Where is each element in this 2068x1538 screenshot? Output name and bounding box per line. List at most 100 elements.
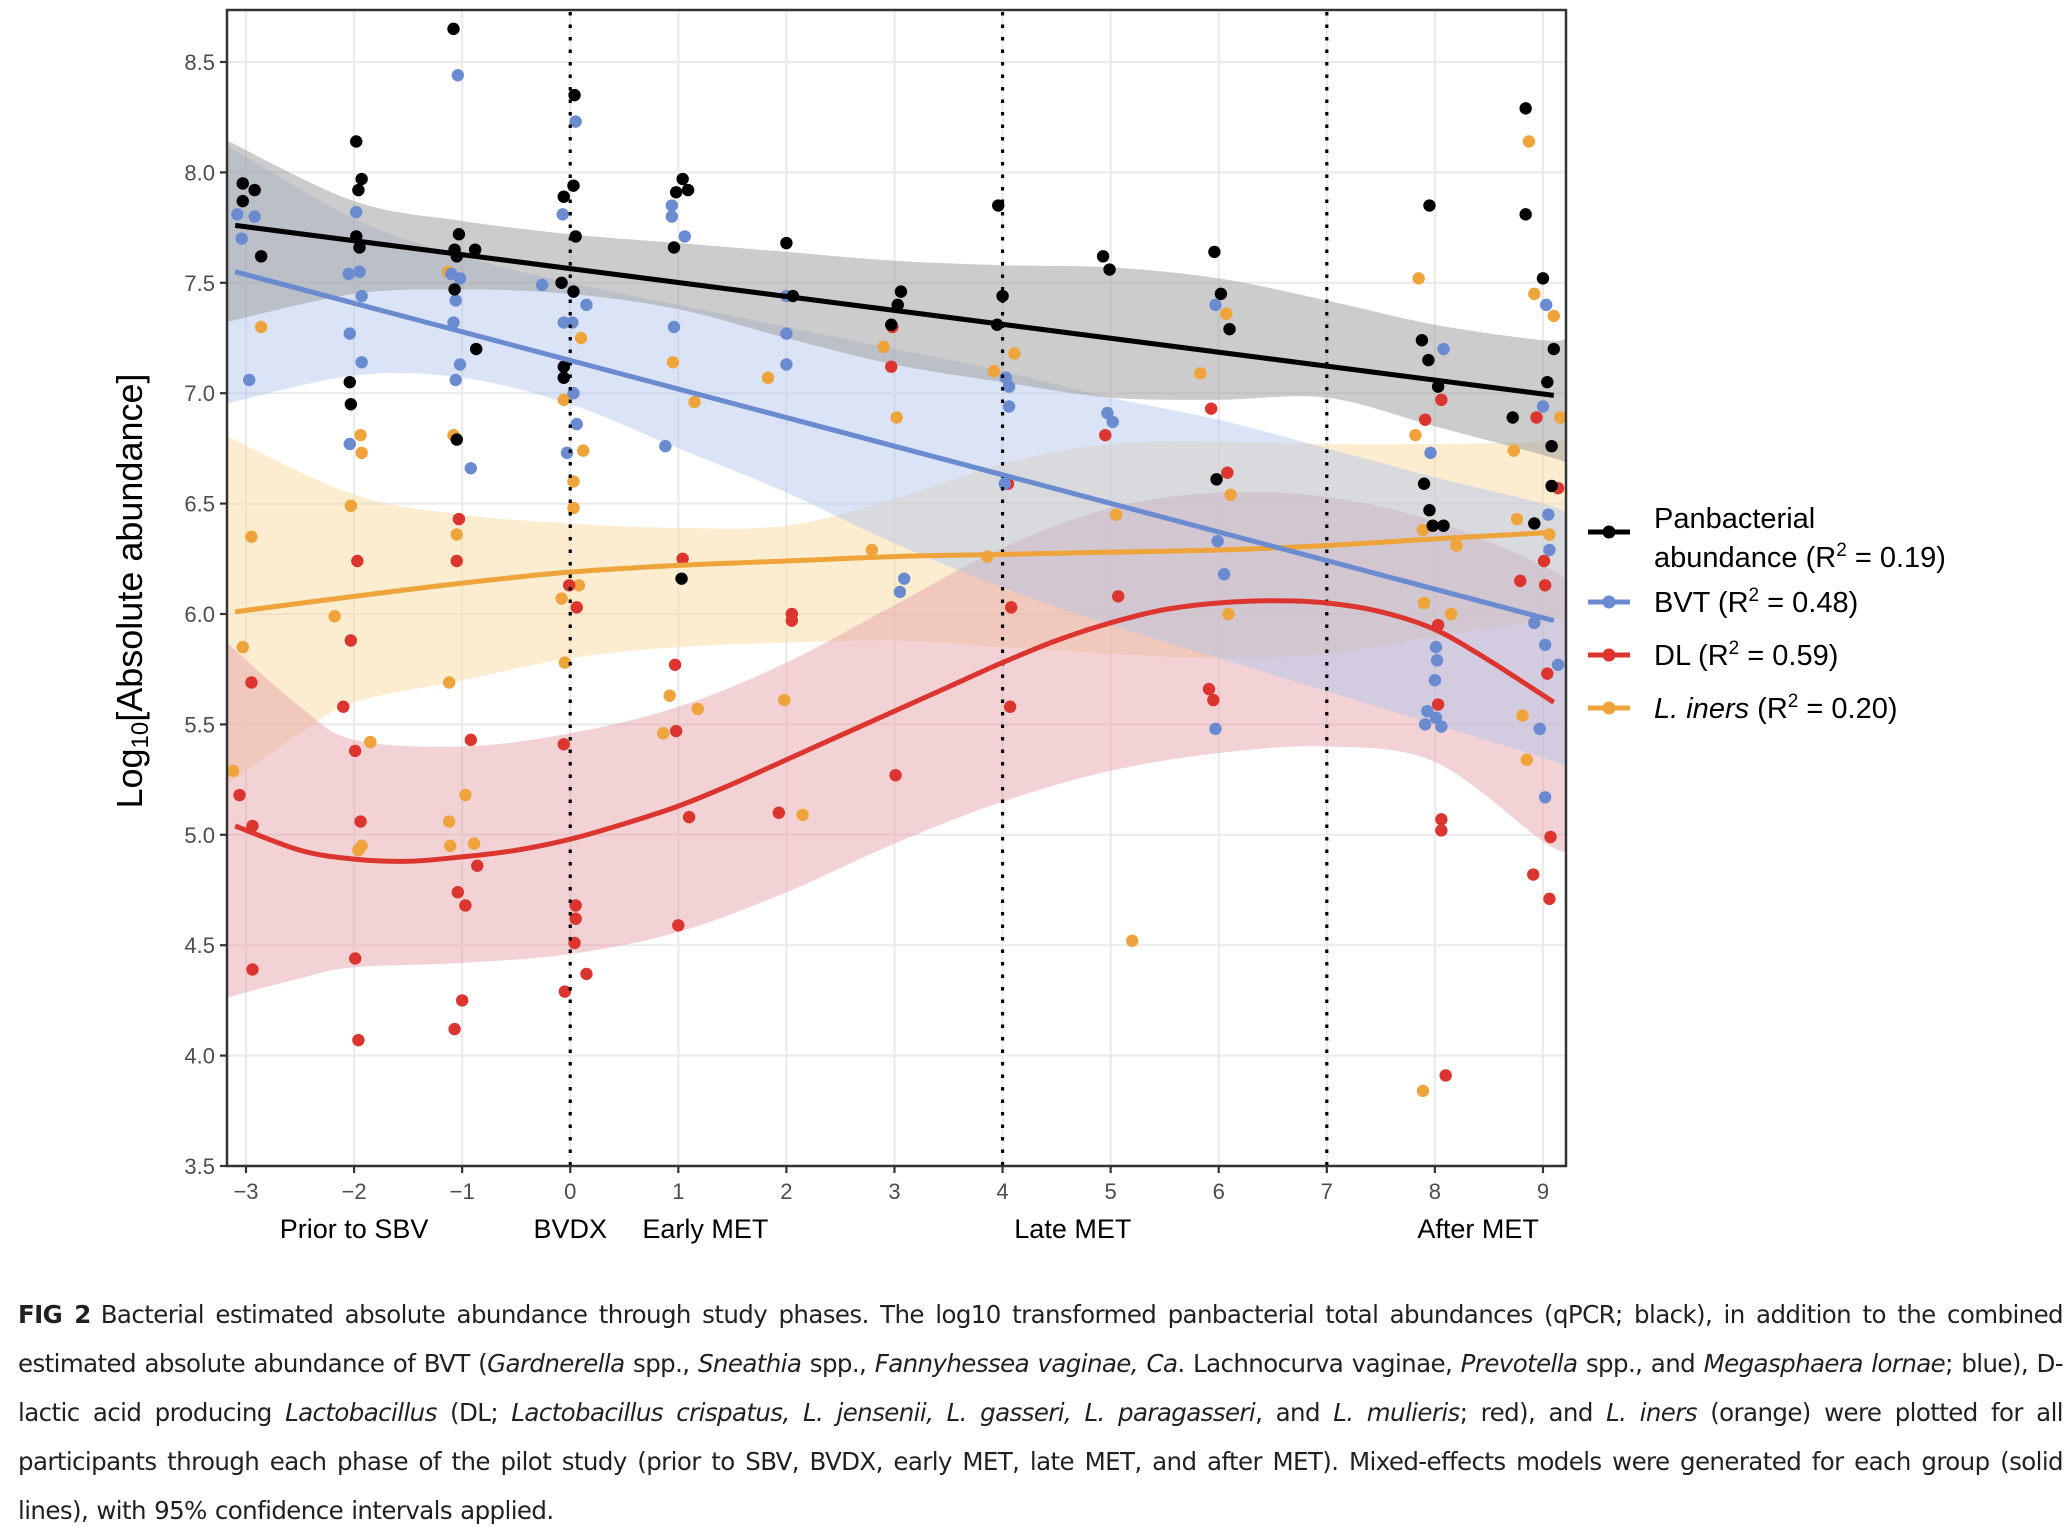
x-tick-label: 2 bbox=[780, 1179, 792, 1204]
phase-label: BVDX bbox=[533, 1214, 607, 1244]
legend-r2-value: = 0.19) bbox=[1847, 542, 1946, 574]
data-point bbox=[1003, 700, 1017, 713]
data-point bbox=[344, 634, 358, 647]
data-point bbox=[452, 512, 466, 526]
data-point bbox=[557, 371, 570, 384]
y-tick-label: 5.5 bbox=[184, 712, 215, 737]
data-point bbox=[691, 702, 704, 716]
data-point bbox=[1096, 250, 1110, 263]
data-point bbox=[246, 963, 259, 976]
y-tick-label: 7.0 bbox=[184, 381, 215, 406]
caption-text-segment: spp., bbox=[624, 1349, 698, 1378]
data-point bbox=[464, 733, 478, 747]
data-point bbox=[243, 373, 256, 387]
data-point bbox=[464, 462, 478, 475]
data-point bbox=[1543, 543, 1556, 557]
data-point bbox=[1444, 607, 1458, 621]
caption-text: Bacterial estimated absolute abundance t… bbox=[18, 1300, 2064, 1525]
data-point bbox=[447, 316, 460, 329]
y-tick-label: 6.5 bbox=[184, 492, 215, 517]
legend-label-rest: (R bbox=[1749, 693, 1788, 725]
data-point bbox=[450, 528, 463, 541]
data-point bbox=[449, 373, 462, 387]
data-point bbox=[1541, 667, 1554, 680]
data-point bbox=[1416, 1084, 1430, 1098]
data-point bbox=[455, 994, 469, 1007]
legend-label-panbacterial-r2: abundance (R2 = 0.19) bbox=[1654, 540, 1946, 574]
x-tick-label: 0 bbox=[564, 1179, 576, 1204]
data-point bbox=[245, 530, 258, 543]
data-point bbox=[1126, 934, 1139, 947]
data-point bbox=[998, 477, 1011, 490]
caption-italic-text: Prevotella bbox=[1460, 1349, 1578, 1378]
data-point bbox=[1507, 444, 1520, 457]
data-point bbox=[778, 693, 791, 707]
data-point bbox=[1510, 512, 1524, 526]
data-point bbox=[1412, 272, 1425, 285]
data-point bbox=[665, 210, 679, 223]
data-point bbox=[1528, 517, 1541, 530]
data-point bbox=[1109, 508, 1123, 521]
phase-boundaries bbox=[568, 12, 1329, 1166]
legend-label-l-iners: L. iners (R2 = 0.20) bbox=[1654, 691, 1898, 725]
figure-caption: FIG 2 Bacterial estimated absolute abunda… bbox=[18, 1290, 2064, 1535]
x-tick-label: 1 bbox=[672, 1179, 684, 1204]
data-point bbox=[1538, 791, 1552, 804]
data-point bbox=[354, 428, 367, 442]
caption-text-segment: Bacterial estimated absolute abundance t… bbox=[18, 1300, 2064, 1378]
data-point bbox=[1528, 616, 1541, 630]
data-points bbox=[227, 22, 1566, 1098]
y-tick-label: 7.5 bbox=[184, 271, 215, 296]
data-point bbox=[1544, 830, 1557, 844]
data-point bbox=[352, 1033, 365, 1047]
data-point bbox=[1430, 654, 1444, 667]
data-point bbox=[352, 183, 365, 197]
data-point bbox=[1202, 682, 1216, 696]
data-point bbox=[659, 439, 672, 453]
caption-text-segment: (orange) were plotted for all participan… bbox=[18, 1398, 2064, 1525]
data-point bbox=[1211, 534, 1224, 548]
x-tick-label: −3 bbox=[233, 1179, 258, 1204]
caption-text-segment: ; red), and bbox=[1459, 1398, 1607, 1427]
data-point bbox=[676, 552, 689, 565]
data-point bbox=[449, 294, 462, 307]
data-point bbox=[227, 764, 240, 777]
data-point bbox=[1103, 263, 1116, 276]
legend-r2-value: = 0.20) bbox=[1798, 693, 1897, 725]
data-point bbox=[557, 738, 570, 751]
data-point bbox=[1519, 102, 1532, 115]
ci-band-l-iners bbox=[227, 436, 1566, 785]
phase-label: Early MET bbox=[642, 1214, 768, 1244]
data-point bbox=[1435, 720, 1448, 733]
data-point bbox=[353, 265, 366, 278]
data-point bbox=[1194, 367, 1207, 380]
data-point bbox=[471, 859, 484, 872]
data-point bbox=[1547, 309, 1560, 323]
caption-text-segment: spp., and bbox=[1577, 1349, 1704, 1378]
data-point bbox=[1519, 208, 1532, 221]
data-point bbox=[1514, 574, 1527, 588]
legend-key bbox=[1588, 595, 1630, 609]
data-point bbox=[562, 579, 576, 592]
data-point bbox=[1416, 523, 1430, 537]
data-point bbox=[245, 676, 258, 689]
data-point bbox=[1435, 393, 1448, 407]
data-point bbox=[248, 210, 261, 223]
fit-line-dl bbox=[234, 598, 1556, 864]
data-point bbox=[459, 788, 472, 802]
data-point bbox=[328, 610, 341, 623]
data-point bbox=[555, 592, 568, 605]
legend: Panbacterial abundance (R2 = 0.19) BVT (R2… bbox=[1588, 503, 1946, 725]
data-point bbox=[665, 199, 679, 212]
data-point bbox=[1214, 287, 1228, 301]
data-point bbox=[1421, 704, 1434, 718]
data-point bbox=[675, 572, 688, 585]
data-point bbox=[574, 331, 588, 345]
x-axis: −3 −2 −1 0 1 2 3 4 5 6 7 8 9 bbox=[233, 1166, 1549, 1204]
data-point bbox=[254, 320, 268, 334]
data-point bbox=[890, 411, 903, 424]
data-point bbox=[667, 320, 681, 334]
caption-text-segment: . Lachnocurva vaginae, bbox=[1177, 1349, 1461, 1378]
data-point bbox=[1545, 439, 1558, 453]
data-point bbox=[337, 700, 350, 713]
